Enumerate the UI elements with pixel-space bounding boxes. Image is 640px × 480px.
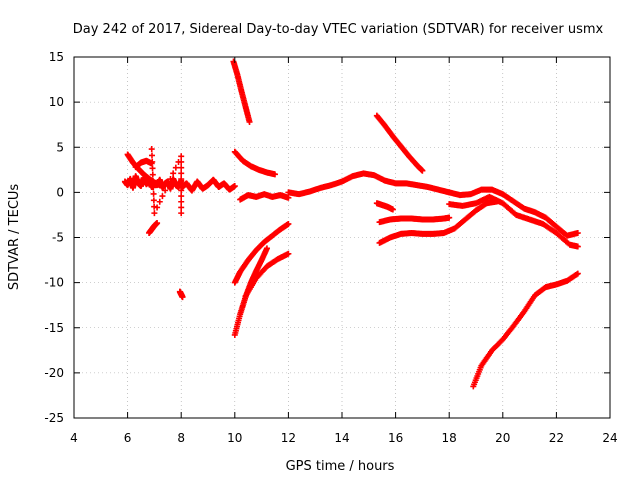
x-tick-label: 8 xyxy=(177,431,185,445)
x-tick-label: 10 xyxy=(227,431,242,445)
series-arc-12-15h-hump xyxy=(285,170,453,198)
y-tick-label: 15 xyxy=(49,50,64,64)
x-tick-label: 4 xyxy=(70,431,78,445)
x-tick-label: 24 xyxy=(602,431,617,445)
data-point xyxy=(178,158,185,165)
series-arc-18-23h-lower xyxy=(446,193,581,250)
data-point xyxy=(574,243,581,250)
series-arc-18-23h-upper xyxy=(446,186,581,239)
data-point xyxy=(178,204,185,211)
data-point xyxy=(389,206,396,213)
data-point xyxy=(156,198,163,205)
data-point xyxy=(150,178,157,185)
x-axis-label: GPS time / hours xyxy=(286,459,395,474)
data-point xyxy=(178,210,185,217)
y-tick-label: 5 xyxy=(56,140,64,154)
y-tick-label: -20 xyxy=(44,366,64,380)
series-arc-10-12h-flat xyxy=(237,191,292,203)
data-point xyxy=(446,214,453,221)
chart-title: Day 242 of 2017, Sidereal Day-to-day VTE… xyxy=(73,22,604,37)
series-arc-15.5-17h-descending xyxy=(373,112,426,174)
data-point xyxy=(150,190,157,197)
y-tick-label: -10 xyxy=(44,276,64,290)
data-point xyxy=(178,181,185,188)
x-tick-label: 22 xyxy=(549,431,564,445)
series-arc-8h-low xyxy=(176,288,186,301)
y-tick-label: -15 xyxy=(44,321,64,335)
series-arc-10-12h-rising xyxy=(231,220,292,286)
data-point xyxy=(419,167,426,174)
data-point xyxy=(285,250,292,257)
data-point xyxy=(154,220,161,227)
data-point xyxy=(149,165,156,172)
series-arc-8-10h xyxy=(178,176,238,194)
y-tick-label: -25 xyxy=(44,411,64,425)
series-arc-10-11h-upper xyxy=(231,148,278,178)
data-point xyxy=(246,118,253,125)
data-point xyxy=(178,176,185,183)
y-tick-label: -5 xyxy=(52,231,64,245)
y-tick-label: 0 xyxy=(56,185,64,199)
data-point xyxy=(154,204,161,211)
data-point xyxy=(179,294,186,301)
data-point xyxy=(285,220,292,227)
data-point xyxy=(164,181,171,188)
data-point xyxy=(263,245,270,252)
data-points xyxy=(121,58,581,390)
data-point xyxy=(172,164,179,171)
data-point xyxy=(178,187,185,194)
data-point xyxy=(162,187,169,194)
x-tick-label: 16 xyxy=(388,431,403,445)
x-tick-label: 18 xyxy=(442,431,457,445)
series-arc-10.5-12h-rising xyxy=(242,250,292,300)
x-tick-label: 6 xyxy=(124,431,132,445)
series-arc-15.5-16h-short xyxy=(373,200,396,213)
series-arc-15.5-18h-mid xyxy=(376,214,453,226)
data-point xyxy=(285,194,292,201)
data-point xyxy=(156,182,163,189)
series-isolated-points xyxy=(148,146,185,217)
series-arc-6.5h-peak xyxy=(132,157,155,171)
data-point xyxy=(178,198,185,205)
data-point xyxy=(150,197,157,204)
data-point xyxy=(150,184,157,191)
data-point xyxy=(178,193,185,200)
y-axis-label: SDTVAR / TECUs xyxy=(7,184,22,291)
data-point xyxy=(167,176,174,183)
grid-lines xyxy=(74,57,610,418)
series-arc-10h-steep xyxy=(230,58,253,125)
data-point xyxy=(170,170,177,177)
data-point xyxy=(178,164,185,171)
data-point xyxy=(148,152,155,159)
x-tick-label: 20 xyxy=(495,431,510,445)
data-point xyxy=(151,210,158,217)
data-point xyxy=(159,193,166,200)
axis-ticks: 4 6 8 10 12 14 16 18 20 22 24 -25 -20 -15 -10 -5 0 5 10 15 xyxy=(44,50,617,445)
series-arc-early-cluster xyxy=(121,173,185,192)
y-tick-label: 10 xyxy=(49,95,64,109)
series-arc-15.5-20h-lower xyxy=(376,198,501,246)
series-arc-6.8h-negative xyxy=(146,220,161,236)
series-arc-19-23h-recovery xyxy=(470,270,581,390)
data-point xyxy=(149,158,156,165)
x-tick-label: 12 xyxy=(281,431,296,445)
data-point xyxy=(574,270,581,277)
data-point xyxy=(272,171,278,178)
data-point xyxy=(178,170,185,177)
data-point xyxy=(574,229,581,236)
data-point xyxy=(148,146,155,153)
data-point xyxy=(149,171,156,178)
data-point xyxy=(178,153,185,160)
data-point xyxy=(231,183,238,190)
series-arc-6h-descending xyxy=(124,151,163,189)
x-tick-label: 14 xyxy=(334,431,349,445)
